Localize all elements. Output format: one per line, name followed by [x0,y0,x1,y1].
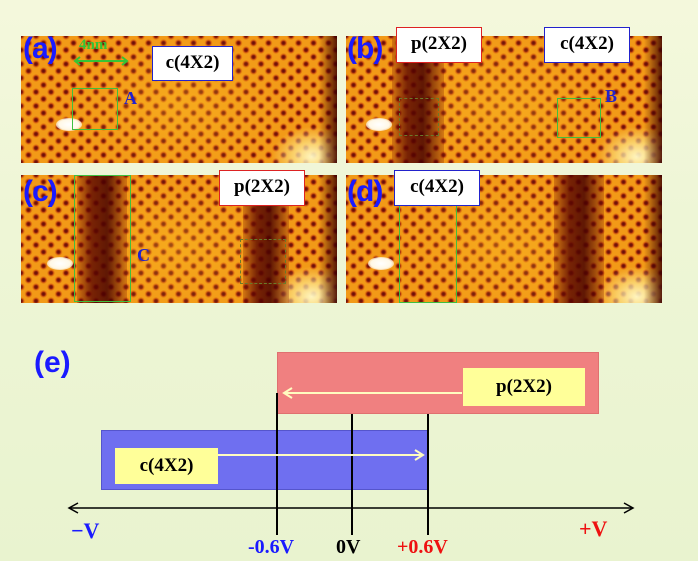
c4x2-arrowhead [414,449,425,461]
defect-blob [366,118,392,131]
scale-label: 4nm [79,37,108,53]
panel-label-e: (e) [34,346,71,379]
defect-blob [368,257,394,270]
structure-tag-b-left: p(2X2) [396,27,482,63]
region-letter-a: A [124,88,137,108]
dashed-box-c [240,239,286,284]
tick-label-pos: +0.6V [397,536,448,558]
tick-line-neg [276,393,278,535]
panel-label-a: (a) [23,32,58,65]
region-box-a [72,88,118,130]
tick-label-neg: -0.6V [248,536,295,558]
tick-line-pos [427,414,429,535]
structure-tag-a: c(4X2) [152,46,233,81]
p2x2-bar-label: p(2X2) [463,368,585,406]
defect-blob [56,118,82,131]
region-box-c [74,175,131,302]
axis-right-arrowhead [623,502,635,514]
region-box-b [557,98,601,138]
region-letter-c: C [137,245,150,265]
dark-stripe [77,175,127,303]
dashed-box-b [399,98,439,136]
structure-tag-d: c(4X2) [394,170,480,206]
axis-minus-v: −V [71,518,100,543]
panel-label-d: (d) [347,175,383,208]
axis-plus-v: +V [579,516,608,541]
tick-line-zero [351,414,353,535]
panel-label-c: (c) [23,175,58,208]
dark-stripe [554,175,604,303]
c4x2-bar-label: c(4X2) [115,448,218,484]
stm-image-b [346,36,662,163]
structure-tag-b-right: c(4X2) [544,27,630,63]
structure-tag-c: p(2X2) [219,170,305,206]
stm-image-c [21,175,337,303]
p2x2-arrowhead [282,387,293,399]
defect-blob [47,257,73,270]
axis-left-arrowhead [67,502,79,514]
scale-bar [73,56,129,66]
region-letter-b: B [605,86,618,106]
tick-label-zero: 0V [336,536,361,558]
panel-label-b: (b) [347,32,383,65]
